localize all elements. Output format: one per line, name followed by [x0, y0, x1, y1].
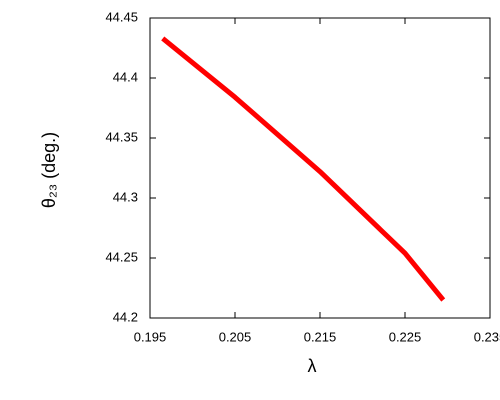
x-tick-label: 0.225	[389, 329, 422, 344]
y-tick-label: 44.2	[113, 309, 138, 324]
x-tick-label: 0.215	[304, 329, 337, 344]
y-tick-label: 44.35	[105, 129, 138, 144]
y-axis-label: θ₂₃ (deg.)	[39, 132, 59, 208]
x-axis-label: λ	[308, 356, 317, 376]
y-tick-label: 44.3	[113, 189, 138, 204]
plot-frame	[149, 17, 491, 319]
y-tick-label: 44.45	[105, 9, 138, 24]
x-tick-label: 0.205	[219, 329, 252, 344]
x-tick-label: 0.195	[134, 329, 167, 344]
y-tick-label: 44.25	[105, 249, 138, 264]
y-tick-label: 44.4	[113, 69, 138, 84]
x-tick-label: 0.235	[474, 329, 500, 344]
data-line	[161, 36, 446, 302]
